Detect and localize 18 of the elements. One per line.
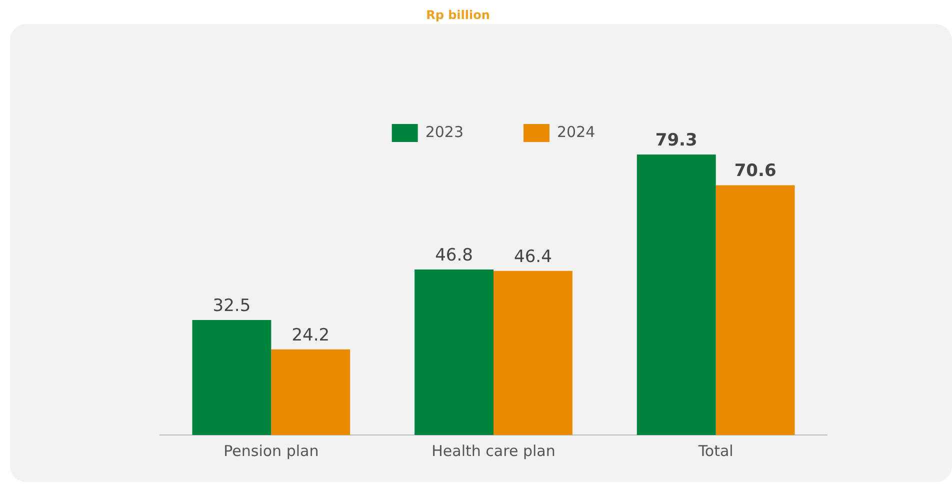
bar bbox=[494, 270, 572, 435]
data-label: 70.6 bbox=[734, 161, 776, 182]
bar bbox=[414, 269, 494, 435]
chart-subtitle: Rp billion bbox=[425, 8, 491, 24]
legend-label: 2023 bbox=[425, 122, 464, 141]
bar bbox=[636, 154, 716, 435]
x-tick-label: Pension plan bbox=[224, 442, 319, 460]
legend-label: 2024 bbox=[557, 122, 596, 141]
x-tick-label: Health care plan bbox=[432, 442, 556, 460]
data-label: 46.8 bbox=[435, 245, 473, 266]
bar bbox=[716, 185, 795, 435]
data-label: 79.3 bbox=[655, 130, 698, 150]
x-tick-label: Total bbox=[697, 442, 734, 460]
data-label: 46.4 bbox=[514, 246, 552, 267]
bar bbox=[192, 320, 272, 435]
bar bbox=[271, 349, 350, 435]
data-label: 24.2 bbox=[292, 325, 330, 346]
data-label: 32.5 bbox=[212, 296, 251, 316]
